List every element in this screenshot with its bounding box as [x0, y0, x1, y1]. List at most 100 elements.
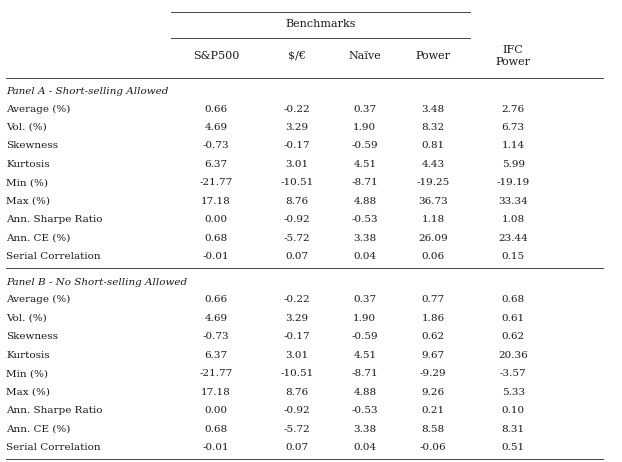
- Text: 0.37: 0.37: [353, 104, 376, 114]
- Text: Ann. CE (%): Ann. CE (%): [6, 234, 70, 243]
- Text: IFC
Power: IFC Power: [496, 45, 531, 67]
- Text: Serial Correlation: Serial Correlation: [6, 252, 101, 261]
- Text: -21.77: -21.77: [200, 178, 233, 188]
- Text: Average (%): Average (%): [6, 295, 70, 304]
- Text: Naïve: Naïve: [348, 51, 381, 61]
- Text: 3.38: 3.38: [353, 425, 376, 434]
- Text: 3.29: 3.29: [285, 314, 309, 323]
- Text: 4.43: 4.43: [422, 160, 445, 169]
- Text: -5.72: -5.72: [284, 234, 310, 243]
- Text: -5.72: -5.72: [284, 425, 310, 434]
- Text: Panel A - Short-selling Allowed: Panel A - Short-selling Allowed: [6, 87, 169, 96]
- Text: Power: Power: [415, 51, 451, 61]
- Text: 0.00: 0.00: [205, 406, 228, 415]
- Text: 3.48: 3.48: [422, 104, 445, 114]
- Text: 8.31: 8.31: [501, 425, 525, 434]
- Text: 6.37: 6.37: [205, 160, 228, 169]
- Text: Skewness: Skewness: [6, 332, 58, 341]
- Text: Min (%): Min (%): [6, 178, 49, 188]
- Text: -0.01: -0.01: [203, 443, 230, 452]
- Text: S&P500: S&P500: [193, 51, 239, 61]
- Text: Average (%): Average (%): [6, 104, 70, 114]
- Text: 5.33: 5.33: [501, 388, 525, 397]
- Text: 0.68: 0.68: [205, 425, 228, 434]
- Text: 0.07: 0.07: [285, 443, 309, 452]
- Text: Panel B - No Short-selling Allowed: Panel B - No Short-selling Allowed: [6, 278, 187, 287]
- Text: -0.92: -0.92: [284, 215, 310, 225]
- Text: Vol. (%): Vol. (%): [6, 314, 47, 323]
- Text: 0.04: 0.04: [353, 443, 376, 452]
- Text: 4.51: 4.51: [353, 160, 376, 169]
- Text: -19.25: -19.25: [417, 178, 450, 188]
- Text: 0.68: 0.68: [205, 234, 228, 243]
- Text: 3.01: 3.01: [285, 160, 309, 169]
- Text: -0.73: -0.73: [203, 332, 230, 341]
- Text: Kurtosis: Kurtosis: [6, 160, 50, 169]
- Text: Ann. Sharpe Ratio: Ann. Sharpe Ratio: [6, 406, 103, 415]
- Text: -0.06: -0.06: [420, 443, 447, 452]
- Text: Max (%): Max (%): [6, 197, 50, 206]
- Text: 23.44: 23.44: [498, 234, 528, 243]
- Text: 8.32: 8.32: [422, 123, 445, 132]
- Text: -0.59: -0.59: [351, 141, 378, 151]
- Text: 0.66: 0.66: [205, 295, 228, 304]
- Text: 33.34: 33.34: [498, 197, 528, 206]
- Text: 9.26: 9.26: [422, 388, 445, 397]
- Text: Serial Correlation: Serial Correlation: [6, 443, 101, 452]
- Text: 20.36: 20.36: [498, 351, 528, 360]
- Text: 0.21: 0.21: [422, 406, 445, 415]
- Text: -0.17: -0.17: [284, 141, 310, 151]
- Text: 0.62: 0.62: [501, 332, 525, 341]
- Text: 5.99: 5.99: [501, 160, 525, 169]
- Text: -21.77: -21.77: [200, 369, 233, 378]
- Text: 17.18: 17.18: [202, 197, 231, 206]
- Text: 8.76: 8.76: [285, 197, 309, 206]
- Text: -8.71: -8.71: [351, 369, 378, 378]
- Text: 26.09: 26.09: [419, 234, 448, 243]
- Text: 1.90: 1.90: [353, 123, 376, 132]
- Text: 8.76: 8.76: [285, 388, 309, 397]
- Text: 1.86: 1.86: [422, 314, 445, 323]
- Text: 1.18: 1.18: [422, 215, 445, 225]
- Text: Ann. CE (%): Ann. CE (%): [6, 425, 70, 434]
- Text: -0.53: -0.53: [351, 406, 378, 415]
- Text: 0.15: 0.15: [501, 252, 525, 261]
- Text: -8.71: -8.71: [351, 178, 378, 188]
- Text: 4.88: 4.88: [353, 197, 376, 206]
- Text: 4.88: 4.88: [353, 388, 376, 397]
- Text: 4.51: 4.51: [353, 351, 376, 360]
- Text: 4.69: 4.69: [205, 314, 228, 323]
- Text: 17.18: 17.18: [202, 388, 231, 397]
- Text: -9.29: -9.29: [420, 369, 447, 378]
- Text: -3.57: -3.57: [500, 369, 526, 378]
- Text: -0.53: -0.53: [351, 215, 378, 225]
- Text: 0.10: 0.10: [501, 406, 525, 415]
- Text: Min (%): Min (%): [6, 369, 49, 378]
- Text: -0.59: -0.59: [351, 332, 378, 341]
- Text: 6.37: 6.37: [205, 351, 228, 360]
- Text: $/€: $/€: [288, 51, 306, 61]
- Text: -19.19: -19.19: [496, 178, 530, 188]
- Text: 0.51: 0.51: [501, 443, 525, 452]
- Text: -0.01: -0.01: [203, 252, 230, 261]
- Text: 36.73: 36.73: [419, 197, 448, 206]
- Text: 0.66: 0.66: [205, 104, 228, 114]
- Text: Benchmarks: Benchmarks: [285, 19, 356, 30]
- Text: 1.90: 1.90: [353, 314, 376, 323]
- Text: Ann. Sharpe Ratio: Ann. Sharpe Ratio: [6, 215, 103, 225]
- Text: 3.29: 3.29: [285, 123, 309, 132]
- Text: 0.00: 0.00: [205, 215, 228, 225]
- Text: -0.73: -0.73: [203, 141, 230, 151]
- Text: 9.67: 9.67: [422, 351, 445, 360]
- Text: Vol. (%): Vol. (%): [6, 123, 47, 132]
- Text: 2.76: 2.76: [501, 104, 525, 114]
- Text: Kurtosis: Kurtosis: [6, 351, 50, 360]
- Text: 4.69: 4.69: [205, 123, 228, 132]
- Text: 0.04: 0.04: [353, 252, 376, 261]
- Text: 0.77: 0.77: [422, 295, 445, 304]
- Text: 0.07: 0.07: [285, 252, 309, 261]
- Text: -10.51: -10.51: [281, 369, 313, 378]
- Text: -0.17: -0.17: [284, 332, 310, 341]
- Text: -0.22: -0.22: [284, 295, 310, 304]
- Text: 0.61: 0.61: [501, 314, 525, 323]
